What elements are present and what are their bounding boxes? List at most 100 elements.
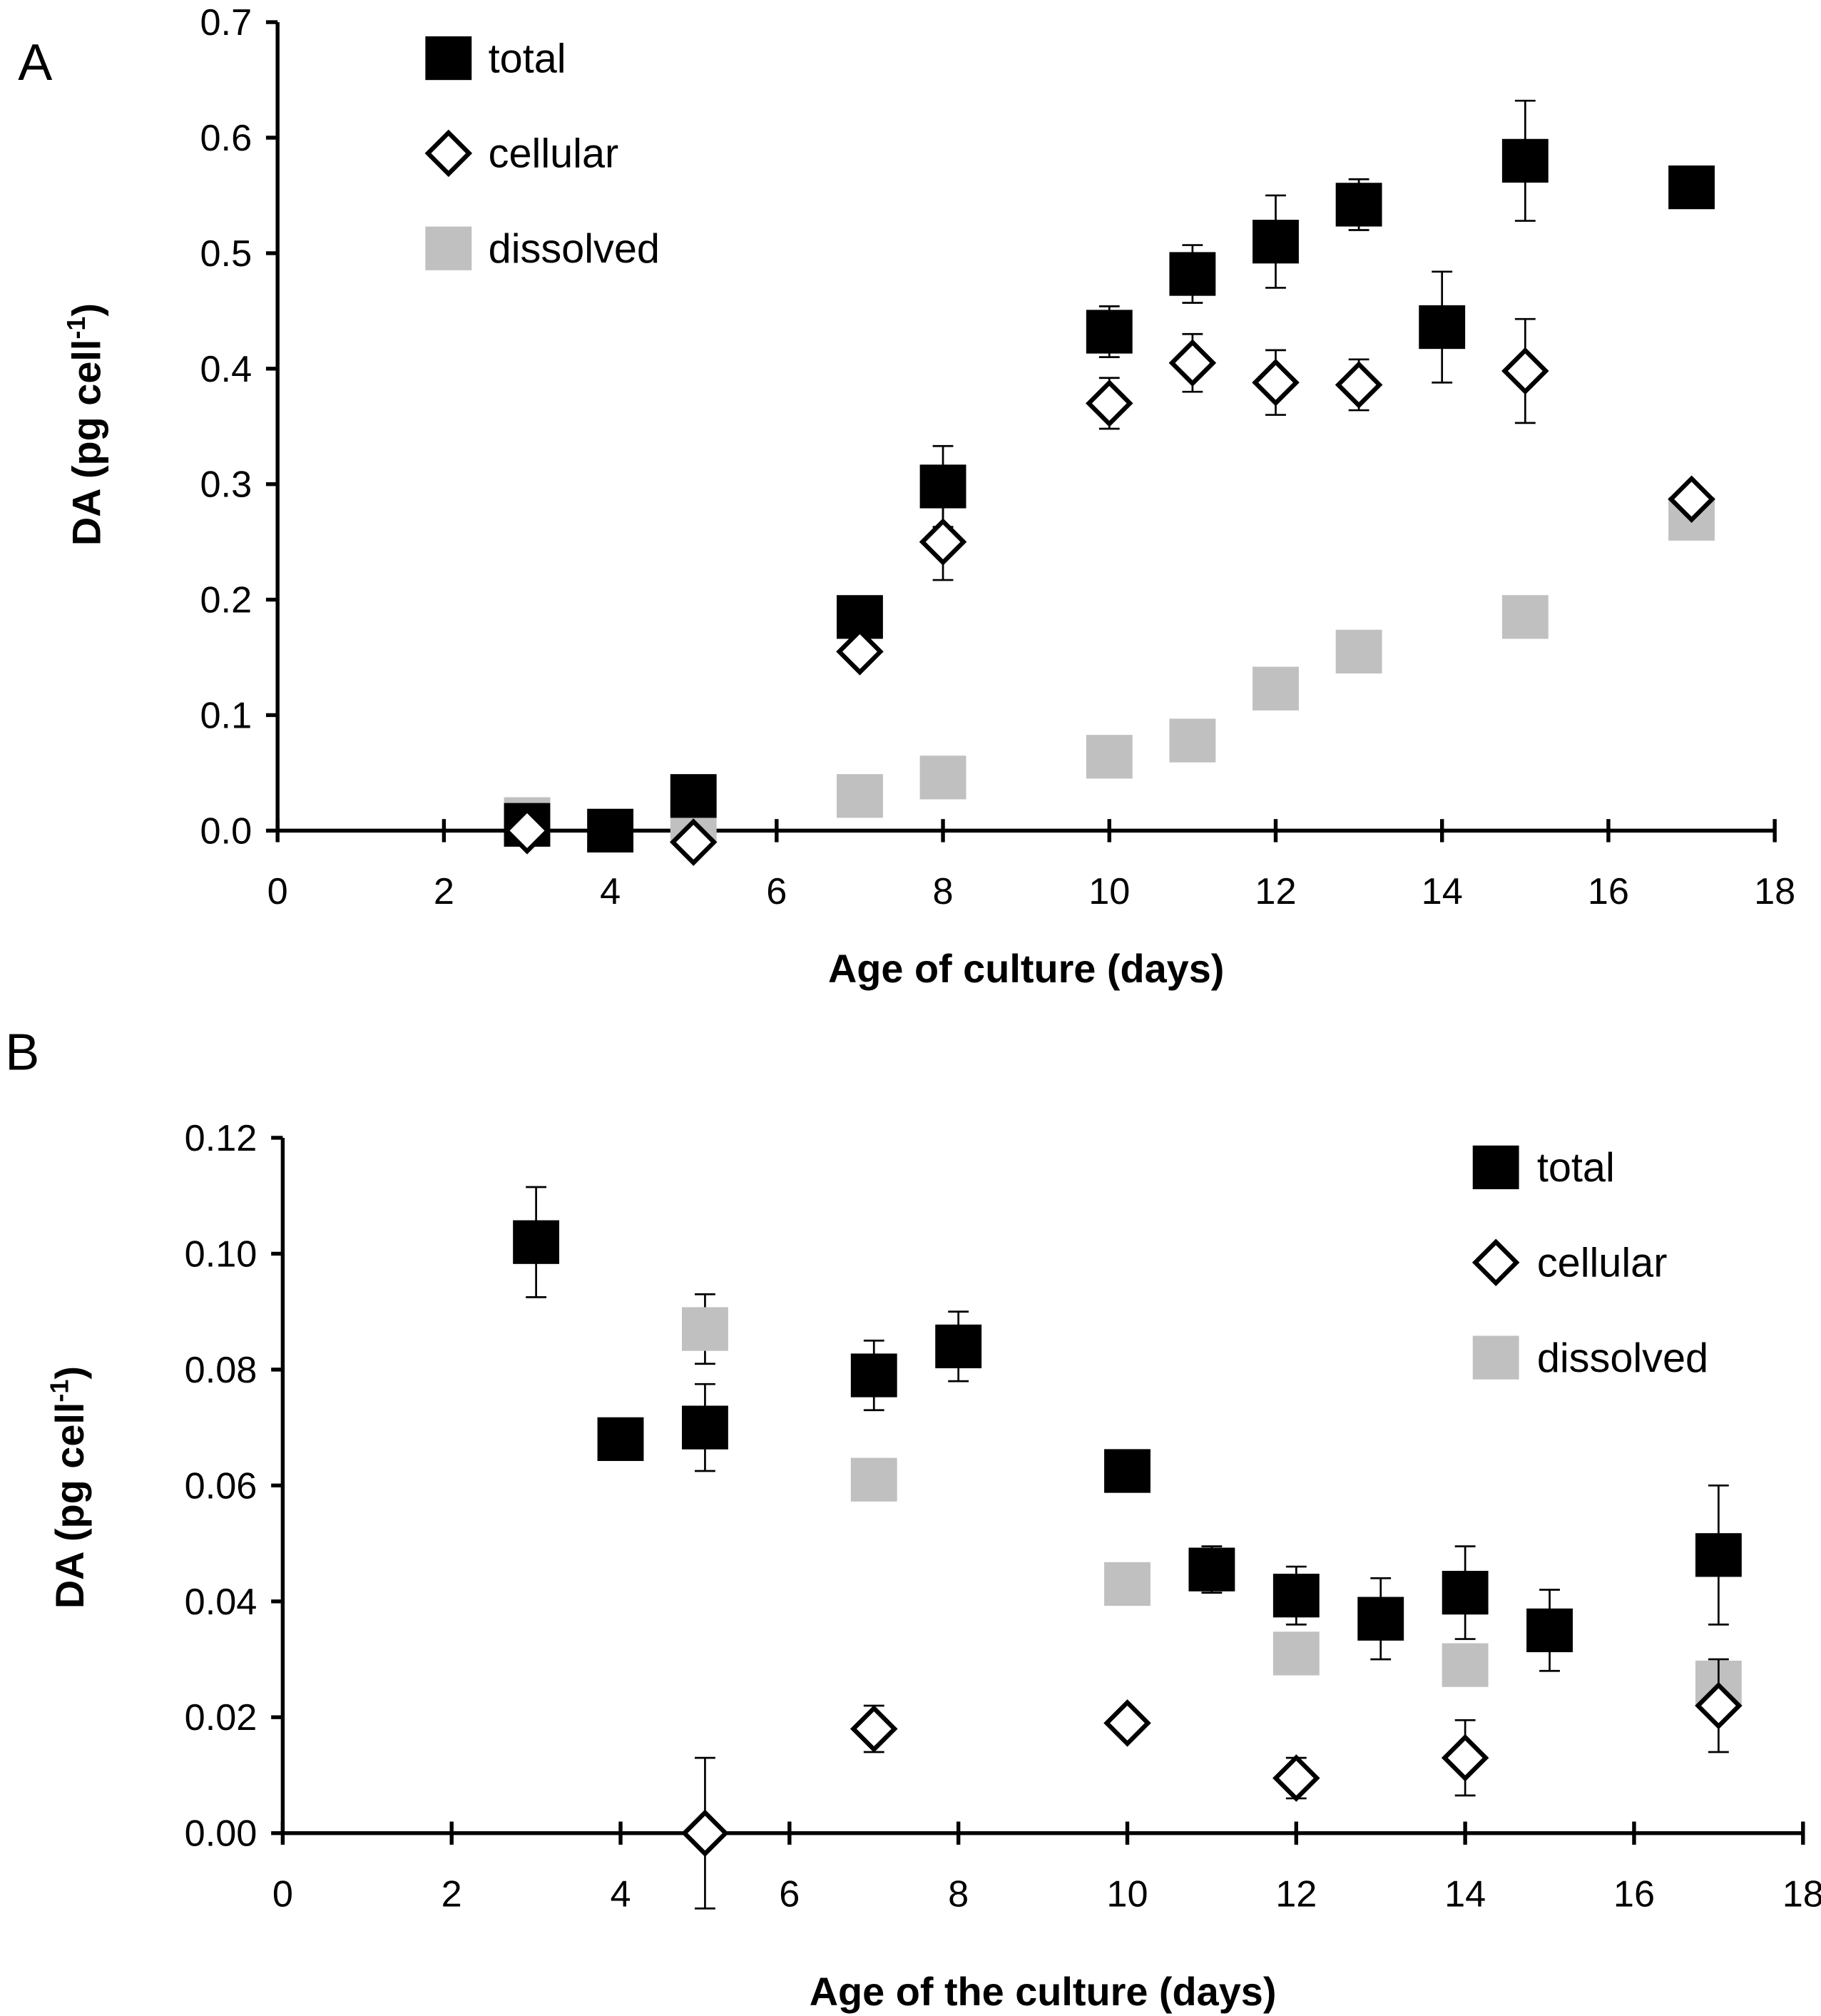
x-tick-label: 10 (1088, 871, 1130, 912)
data-point-cellular (919, 518, 967, 566)
legend-label-dissolved: dissolved (489, 226, 660, 272)
data-point-dissolved (1272, 1631, 1320, 1676)
data-point-cellular (1441, 1734, 1489, 1782)
data-point-dissolved (1253, 666, 1299, 711)
x-tick-label: 6 (766, 871, 787, 912)
x-axis-label: Age of the culture (days) (810, 1969, 1277, 2014)
data-point-total (587, 808, 634, 852)
legend-label-total: total (489, 36, 566, 81)
data-point-cellular (1252, 358, 1300, 407)
x-tick-label: 18 (1782, 1873, 1821, 1915)
data-point-cellular (503, 807, 551, 855)
x-tick-label: 2 (434, 871, 454, 912)
data-point-total (1086, 310, 1133, 354)
y-label-sup: -1 (44, 1380, 73, 1402)
series-total (504, 99, 1715, 852)
data-point-dissolved (837, 774, 883, 818)
legend-label-cellular: cellular (1537, 1241, 1668, 1286)
legend-marker-cellular (1471, 1238, 1520, 1287)
legend-label-total: total (1537, 1145, 1615, 1191)
legend-marker-dissolved (425, 226, 472, 270)
y-tick-label: 0.1 (200, 695, 253, 736)
y-tick-label: 0.3 (200, 464, 253, 506)
y-tick-label: 0.10 (185, 1233, 257, 1275)
data-point-total (681, 1405, 728, 1450)
data-point-total (1253, 220, 1299, 264)
data-point-total (513, 1220, 560, 1264)
data-point-total (935, 1324, 982, 1369)
data-point-total (670, 774, 717, 818)
data-point-cellular (1501, 347, 1549, 395)
x-axis-label: Age of culture (days) (828, 946, 1224, 991)
data-point-cellular (669, 818, 718, 866)
x-tick-label: 12 (1255, 871, 1296, 912)
data-point-total (1695, 1533, 1742, 1577)
series-cellular (681, 1658, 1743, 1910)
legend-marker-total (1472, 1145, 1519, 1190)
data-point-cellular (1168, 339, 1217, 387)
y-tick-label: 0.7 (200, 2, 253, 44)
legend-label-dissolved: dissolved (1537, 1335, 1708, 1381)
x-tick-label: 16 (1588, 871, 1629, 912)
panel-label: B (5, 1024, 39, 1081)
y-tick-label: 0.08 (185, 1350, 257, 1391)
data-point-cellular (1335, 361, 1383, 409)
y-label-sup: -1 (61, 317, 91, 340)
data-point-dissolved (919, 755, 966, 800)
y-tick-label: 0.6 (200, 118, 253, 159)
panel-b: B 0 2 4 6 8 10 12 14 16 18 0.00 0.02 0.04 0.06 0.08 0.10… (5, 1024, 1821, 2014)
data-point-cellular (1085, 380, 1133, 427)
y-tick-label: 0.04 (185, 1582, 257, 1623)
data-point-cellular (1103, 1699, 1151, 1747)
data-point-dissolved (1104, 1562, 1151, 1607)
x-tick-label: 8 (948, 1873, 969, 1915)
data-point-total (1335, 183, 1382, 227)
y-label-main: DA (pg cell (64, 340, 109, 546)
y-tick-label: 0.12 (185, 1118, 257, 1159)
data-point-dissolved (681, 1307, 728, 1351)
data-point-total (919, 464, 966, 509)
legend-marker-dissolved (1472, 1335, 1519, 1380)
data-point-cellular (836, 628, 884, 676)
data-point-cellular (850, 1705, 898, 1753)
data-point-total (1169, 252, 1216, 296)
y-axis-label: DA (pg cell-1) (61, 303, 109, 546)
data-point-total (1357, 1597, 1404, 1641)
data-point-cellular (1668, 475, 1715, 524)
data-point-total (1188, 1547, 1235, 1592)
legend-label-cellular: cellular (489, 131, 619, 177)
y-axis-label: DA (pg cell-1) (44, 1366, 92, 1609)
legend: total cellular dissolved (424, 36, 660, 272)
x-tick-label: 4 (610, 1873, 631, 1915)
panel-label: A (18, 34, 52, 91)
series-total (513, 1186, 1742, 1672)
y-tick-label: 0.5 (200, 233, 253, 275)
y-tick-label: 0.06 (185, 1465, 257, 1507)
data-point-cellular (1272, 1754, 1320, 1802)
legend-marker-cellular (424, 129, 473, 178)
x-tick-label: 18 (1754, 871, 1795, 912)
y-tick-label: 0.00 (185, 1813, 257, 1855)
x-tick-label: 6 (779, 1873, 800, 1915)
x-tick-label: 2 (442, 1873, 462, 1915)
y-label-main: DA (pg cell (47, 1402, 92, 1609)
series-cellular (503, 317, 1715, 866)
data-point-total (1104, 1449, 1151, 1493)
data-point-dissolved (1169, 718, 1216, 763)
y-label-end: ) (64, 303, 109, 317)
data-point-dissolved (1442, 1643, 1489, 1687)
data-point-total (1526, 1608, 1573, 1653)
x-tick-label: 10 (1106, 1873, 1148, 1915)
data-point-total (597, 1417, 644, 1461)
x-tick-label: 12 (1275, 1873, 1317, 1915)
y-label-end: ) (47, 1366, 92, 1380)
y-tick-label: 0.4 (200, 349, 253, 390)
legend-marker-total (425, 36, 472, 81)
data-point-dissolved (1086, 735, 1133, 779)
data-point-total (1501, 138, 1549, 183)
y-tick-label: 0.02 (185, 1697, 257, 1738)
data-point-cellular (681, 1809, 729, 1857)
y-tick-label: 0.0 (200, 810, 253, 852)
data-point-cellular (1695, 1681, 1743, 1730)
